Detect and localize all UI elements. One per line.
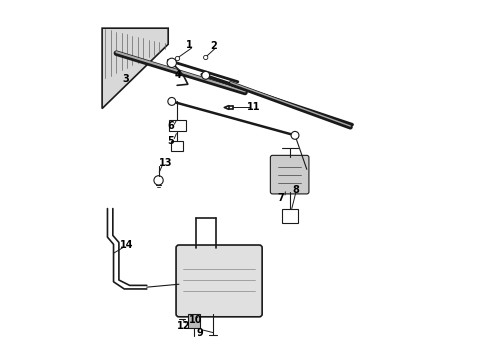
Circle shape [203, 55, 208, 60]
Text: 2: 2 [210, 41, 217, 51]
Polygon shape [102, 28, 168, 109]
Circle shape [154, 176, 163, 185]
Circle shape [291, 131, 299, 139]
Text: 1: 1 [186, 40, 193, 50]
FancyBboxPatch shape [270, 156, 309, 194]
Text: 7: 7 [277, 193, 284, 203]
FancyBboxPatch shape [176, 245, 262, 317]
Text: 6: 6 [167, 121, 174, 131]
Text: 9: 9 [197, 328, 204, 338]
Polygon shape [282, 208, 297, 223]
Text: 13: 13 [159, 158, 172, 168]
Text: 8: 8 [293, 185, 299, 195]
Text: 10: 10 [189, 315, 202, 325]
Circle shape [202, 71, 210, 79]
Circle shape [167, 58, 176, 67]
Text: 14: 14 [120, 240, 133, 250]
Text: 11: 11 [247, 103, 261, 112]
Text: 12: 12 [177, 321, 190, 331]
Circle shape [175, 57, 180, 61]
Polygon shape [169, 120, 186, 131]
Circle shape [168, 98, 176, 105]
Text: 3: 3 [122, 74, 129, 84]
Text: 4: 4 [174, 70, 181, 80]
Polygon shape [171, 141, 183, 151]
Text: 5: 5 [167, 136, 174, 147]
Polygon shape [188, 314, 199, 328]
